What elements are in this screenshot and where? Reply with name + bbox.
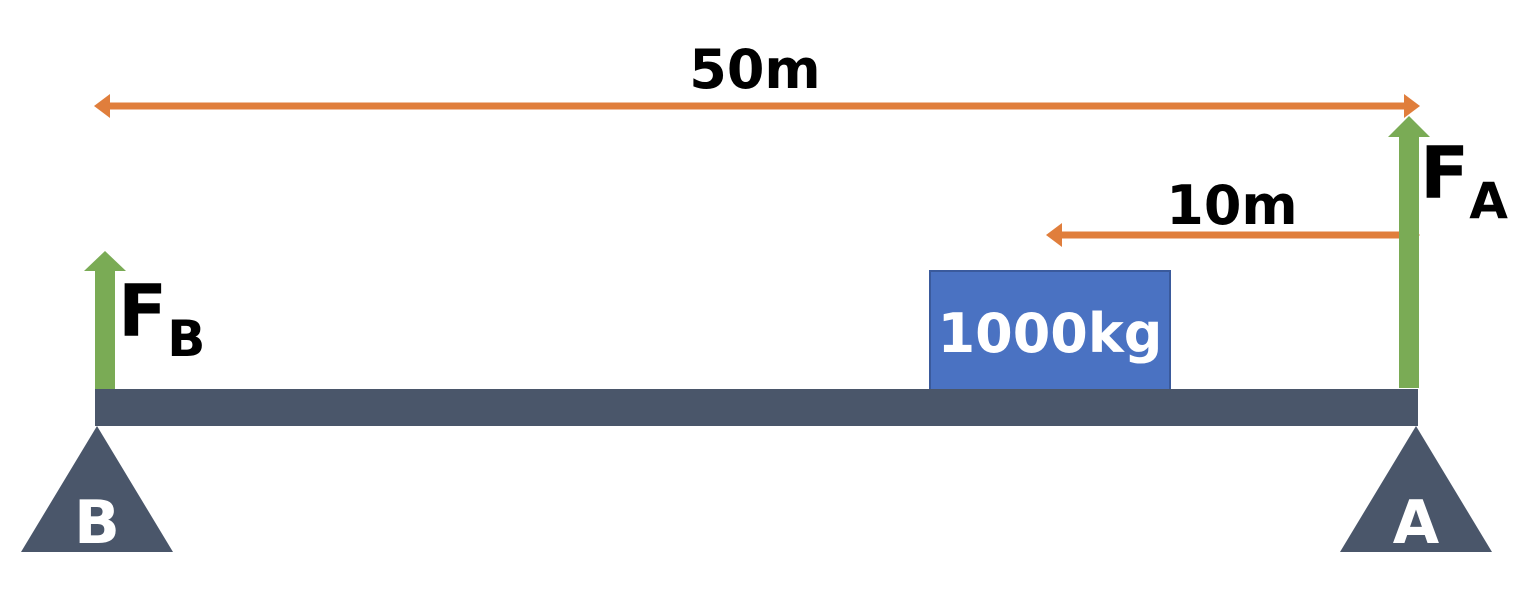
force-arrow-left-head	[84, 251, 126, 271]
beam	[95, 389, 1418, 426]
support-right-label: A	[1393, 488, 1440, 558]
force-label-right: FA	[1420, 131, 1508, 230]
load-box	[929, 270, 1171, 391]
force-arrow-left-shaft	[95, 270, 115, 390]
support-right-triangle	[1340, 426, 1492, 552]
force-label-left: FB	[118, 269, 205, 368]
total-span-arrowhead-right	[1404, 94, 1420, 118]
total-span-dimension: 50m	[94, 38, 1420, 118]
support-left: B	[21, 426, 173, 558]
load-offset-label: 10m	[1166, 174, 1297, 237]
support-left-label: B	[74, 488, 120, 558]
force-arrow-right: FA	[1388, 116, 1508, 388]
load-block: 1000kg	[929, 270, 1171, 391]
load-offset-arrowhead-left	[1046, 223, 1062, 247]
force-arrow-left: FB	[84, 251, 205, 390]
force-arrow-right-shaft	[1399, 136, 1419, 388]
load-label: 1000kg	[938, 302, 1163, 365]
force-label-left-sub: B	[167, 310, 205, 368]
force-arrow-right-head	[1388, 116, 1430, 137]
force-label-right-sub: A	[1469, 172, 1508, 230]
load-offset-dimension: 10m	[1046, 174, 1420, 247]
force-label-right-main: F	[1420, 131, 1469, 215]
total-span-arrowhead-left	[94, 94, 110, 118]
support-right: A	[1340, 426, 1492, 558]
total-span-label: 50m	[689, 38, 820, 101]
support-left-triangle	[21, 426, 173, 552]
force-label-left-main: F	[118, 269, 167, 353]
